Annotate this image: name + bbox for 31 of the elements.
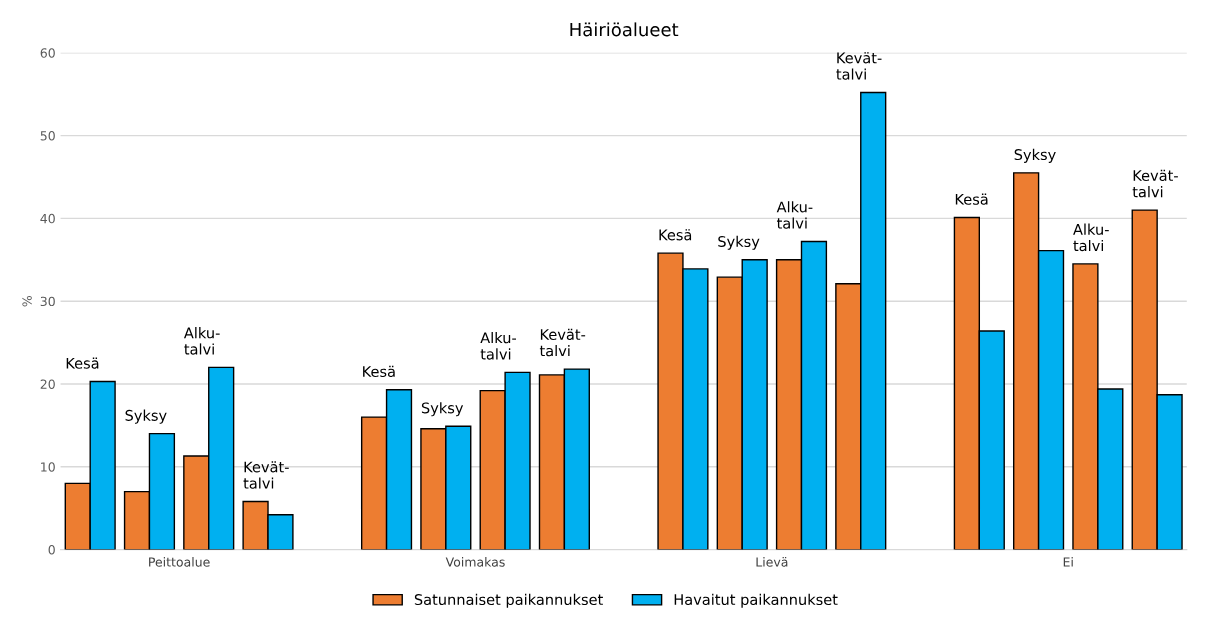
y-tick-label: 40 xyxy=(40,213,55,224)
annotation: Kevät- talvi xyxy=(539,328,586,357)
text: Voimakas xyxy=(445,557,505,567)
y-tick-label: 30 xyxy=(40,296,55,307)
y-tick-label: 0 xyxy=(48,545,55,555)
annotation: Kevät- talvi xyxy=(1132,169,1178,198)
annotation: Kevät- talvi xyxy=(836,52,882,80)
annotation: Syksy xyxy=(421,402,464,417)
annotation: Kesä xyxy=(66,357,99,369)
chart-title: Häiriöalueet xyxy=(570,22,679,37)
y-tick-label: 50 xyxy=(40,131,55,141)
y-tick-label: 20 xyxy=(40,379,55,389)
y-tick-label: 60 xyxy=(40,48,55,58)
annotation: Alku- talvi xyxy=(183,327,220,355)
legend-label: Havaitut paikannukset xyxy=(674,593,838,608)
annotation: Syksy xyxy=(1014,148,1056,163)
annotation: Alku- talvi xyxy=(776,201,813,229)
annotation: Kesä xyxy=(955,193,988,205)
annotation: Syksy xyxy=(718,235,760,250)
annotation: Syksy xyxy=(125,409,167,424)
text: Ei xyxy=(1063,557,1073,567)
y-axis-title: % xyxy=(22,295,32,307)
annotation: Alku- talvi xyxy=(480,332,517,360)
annotation: Kevät- talvi xyxy=(243,461,289,489)
text: Lievä xyxy=(756,557,788,567)
y-tick-label: 10 xyxy=(41,462,55,472)
legend-label: Satunnaiset paikannukset xyxy=(414,593,603,608)
annotation: Kesä xyxy=(659,229,692,241)
text: Peittoalue xyxy=(149,557,210,567)
annotation: Alku- talvi xyxy=(1073,223,1109,252)
annotation: Kesä xyxy=(363,365,395,378)
